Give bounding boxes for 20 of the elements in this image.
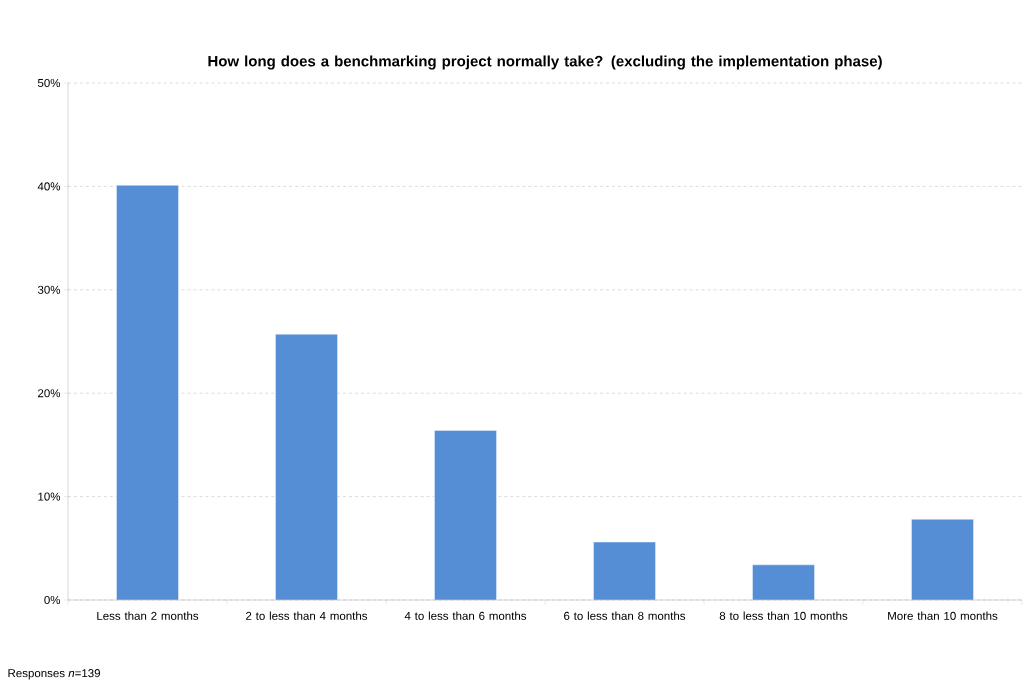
x-tick-label: 6 to less than 8 months xyxy=(564,611,686,620)
y-tick-label: 10% xyxy=(38,492,61,501)
x-tick-label: More than 10 months xyxy=(888,611,998,620)
y-tick-label: 40% xyxy=(37,182,61,191)
bar xyxy=(434,430,497,600)
bar xyxy=(275,334,338,600)
bar xyxy=(911,519,974,600)
x-tick-label: 4 to less than 6 months xyxy=(404,611,527,620)
bar xyxy=(593,541,656,600)
chart-title: How long does a benchmarking project normally take? (excluding the implementation phase) xyxy=(208,55,882,70)
y-tick-label: 20% xyxy=(38,389,61,398)
bar xyxy=(752,564,815,600)
y-tick-label: 50% xyxy=(37,78,61,88)
x-tick-label: 2 to less than 4 months xyxy=(246,611,368,620)
x-tick-label: Less than 2 months xyxy=(97,611,199,620)
y-tick-label: 0% xyxy=(44,595,61,605)
text: Responses n=139 xyxy=(8,669,100,680)
y-tick-label: 30% xyxy=(37,285,61,294)
bar xyxy=(116,185,179,600)
x-tick-label: 8 to less than 10 months xyxy=(719,611,848,620)
